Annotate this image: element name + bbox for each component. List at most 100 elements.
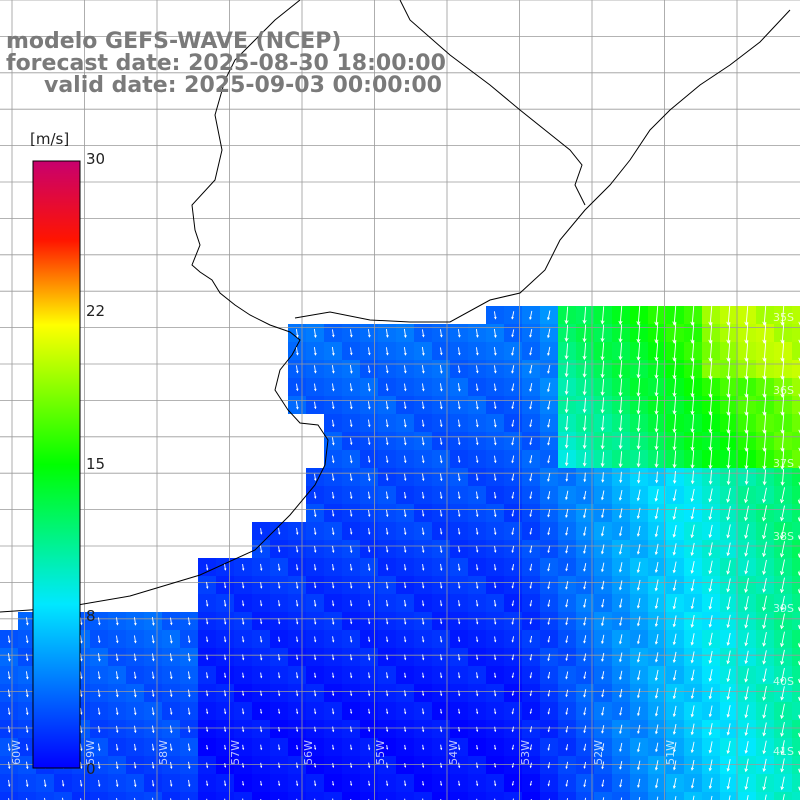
colorbar-tick: 22 <box>86 302 106 320</box>
wind-arrow <box>440 636 443 643</box>
wind-arrow <box>494 672 497 679</box>
wind-arrow <box>349 383 353 392</box>
wind-arrow <box>116 779 119 788</box>
wind-arrow <box>458 563 461 572</box>
wind-arrow <box>332 564 335 571</box>
lat-label: 39S <box>773 602 794 615</box>
wind-arrow <box>476 473 479 481</box>
wind-cell <box>792 630 800 648</box>
wind-arrow <box>386 690 389 697</box>
wind-arrow <box>494 311 497 320</box>
wind-arrow <box>242 618 245 625</box>
wind-arrow <box>654 304 659 326</box>
wind-arrow <box>726 686 731 700</box>
wind-arrow <box>368 455 371 464</box>
wind-arrow <box>314 564 317 571</box>
wind-arrow <box>422 437 425 446</box>
wind-arrow <box>314 636 317 643</box>
wind-arrow <box>583 725 587 734</box>
wind-arrow <box>476 383 479 392</box>
wind-arrow <box>386 780 389 787</box>
wind-arrow <box>458 419 461 428</box>
wind-cell <box>270 792 288 800</box>
wind-arrow <box>798 393 800 398</box>
wind-arrow <box>690 741 695 754</box>
wind-arrow <box>618 451 623 468</box>
wind-arrow <box>565 563 569 572</box>
wind-arrow <box>601 616 605 627</box>
wind-arrow <box>690 431 695 452</box>
wind-cell <box>234 792 252 800</box>
wind-arrow <box>404 564 407 571</box>
wind-arrow <box>422 329 425 338</box>
wind-arrow <box>440 780 443 787</box>
wind-arrow <box>511 473 515 482</box>
wind-arrow <box>332 762 335 769</box>
wind-arrow <box>726 668 731 683</box>
wind-arrow <box>368 419 371 428</box>
wind-arrow <box>350 744 353 751</box>
wind-arrow <box>798 357 800 362</box>
wind-arrow <box>98 725 101 733</box>
wind-arrow <box>618 378 623 397</box>
wind-arrow <box>368 581 371 589</box>
wind-arrow <box>726 740 731 754</box>
wind-arrow <box>529 581 533 589</box>
wind-arrow <box>368 563 371 572</box>
wind-arrow <box>744 650 749 665</box>
wind-arrow <box>350 401 353 410</box>
wind-arrow <box>242 600 245 607</box>
wind-arrow <box>780 613 785 630</box>
wind-arrow <box>601 779 605 788</box>
wind-arrow <box>637 634 641 645</box>
wind-arrow <box>744 560 749 575</box>
wind-arrow <box>672 525 677 538</box>
wind-arrow <box>690 542 695 557</box>
wind-cell <box>792 720 800 738</box>
wind-arrow <box>744 776 749 791</box>
wind-arrow <box>386 708 389 715</box>
wind-arrow <box>404 582 407 589</box>
wind-arrow <box>619 688 623 698</box>
wind-arrow <box>242 636 245 643</box>
wind-arrow <box>314 401 317 410</box>
wind-arrow <box>547 400 551 411</box>
wind-arrow <box>690 778 695 789</box>
wind-arrow <box>458 762 461 769</box>
wind-arrow <box>547 491 551 500</box>
wind-arrow <box>187 653 191 662</box>
wind-arrow <box>26 725 29 734</box>
wind-cell <box>414 792 432 800</box>
wind-arrow <box>654 778 659 789</box>
wind-cell <box>162 792 180 800</box>
wind-arrow <box>672 742 677 753</box>
wind-arrow <box>798 447 800 452</box>
wind-arrow <box>726 705 731 718</box>
wind-arrow <box>458 347 461 356</box>
wind-arrow <box>494 780 497 787</box>
wind-arrow <box>690 470 695 485</box>
wind-arrow <box>618 508 623 519</box>
wind-arrow <box>403 365 407 374</box>
wind-arrow <box>368 347 371 356</box>
wind-arrow <box>224 708 227 715</box>
wind-arrow <box>314 509 317 518</box>
wind-arrow <box>296 690 299 697</box>
wind-arrow <box>511 329 515 338</box>
wind-arrow <box>654 359 659 379</box>
wind-cell <box>522 792 540 800</box>
wind-arrow <box>278 726 281 732</box>
wind-arrow <box>708 632 713 647</box>
wind-arrow <box>439 365 443 374</box>
wind-arrow <box>583 635 587 644</box>
wind-arrow <box>260 690 263 697</box>
wind-arrow <box>601 634 605 645</box>
wind-arrow <box>762 595 767 612</box>
wind-arrow <box>726 542 731 557</box>
wind-arrow <box>602 797 605 800</box>
wind-arrow <box>565 671 569 680</box>
wind-arrow <box>224 762 227 768</box>
wind-arrow <box>404 690 407 697</box>
wind-cell <box>792 792 800 800</box>
wind-arrow <box>386 509 389 518</box>
